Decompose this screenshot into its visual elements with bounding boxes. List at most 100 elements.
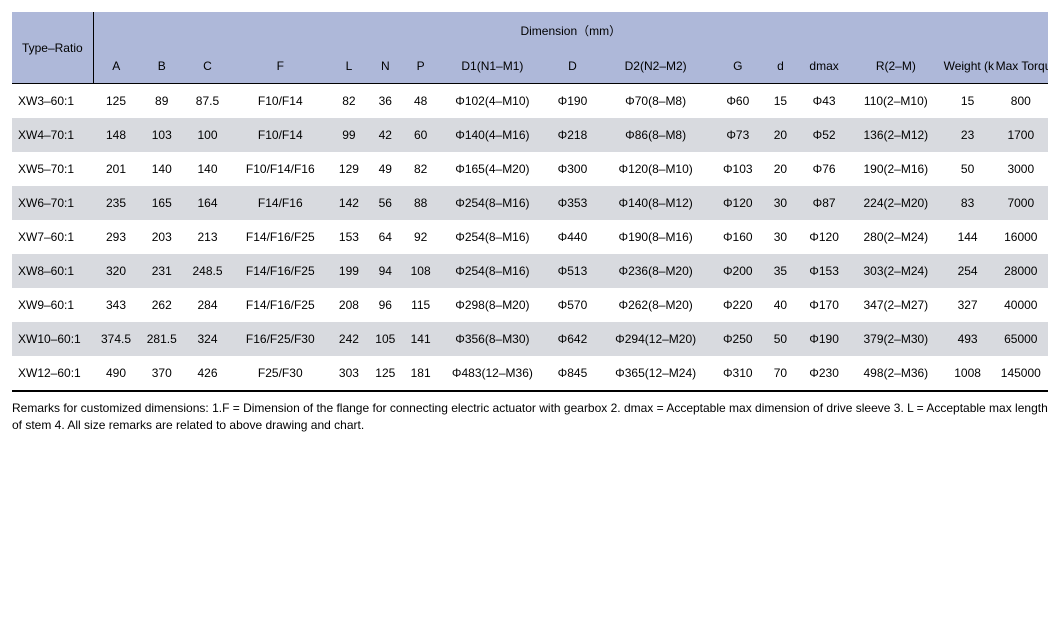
cell-d: 20 — [763, 152, 798, 186]
table-row: XW8–60:1320231248.5F14/F16/F2519994108Φ2… — [12, 254, 1048, 288]
cell-n: 96 — [368, 288, 403, 322]
cell-r: 280(2–M24) — [850, 220, 942, 254]
cell-r: 190(2–M16) — [850, 152, 942, 186]
cell-p: 115 — [403, 288, 438, 322]
cell-l: 242 — [330, 322, 367, 356]
cell-n: 42 — [368, 118, 403, 152]
cell-d: Φ845 — [546, 356, 598, 391]
header-d2: D2(N2–M2) — [598, 49, 712, 84]
cell-weight: 144 — [942, 220, 994, 254]
cell-c: 324 — [185, 322, 231, 356]
cell-a: 125 — [93, 84, 139, 119]
cell-p: 181 — [403, 356, 438, 391]
cell-d2: Φ236(8–M20) — [598, 254, 712, 288]
cell-d2: Φ120(8–M10) — [598, 152, 712, 186]
cell-d2: Φ86(8–M8) — [598, 118, 712, 152]
cell-p: 92 — [403, 220, 438, 254]
cell-n: 49 — [368, 152, 403, 186]
cell-g: Φ120 — [713, 186, 763, 220]
table-row: XW3–60:11258987.5F10/F14823648Φ102(4–M10… — [12, 84, 1048, 119]
cell-torque: 800 — [994, 84, 1048, 119]
cell-n: 125 — [368, 356, 403, 391]
cell-d: 50 — [763, 322, 798, 356]
cell-b: 140 — [139, 152, 185, 186]
cell-dmax: Φ52 — [798, 118, 850, 152]
table-row: XW12–60:1490370426F25/F30303125181Φ483(1… — [12, 356, 1048, 391]
cell-d: Φ218 — [546, 118, 598, 152]
cell-type: XW9–60:1 — [12, 288, 93, 322]
cell-d: 70 — [763, 356, 798, 391]
header-f: F — [230, 49, 330, 84]
cell-c: 87.5 — [185, 84, 231, 119]
cell-d: 15 — [763, 84, 798, 119]
cell-weight: 493 — [942, 322, 994, 356]
cell-g: Φ310 — [713, 356, 763, 391]
cell-l: 153 — [330, 220, 367, 254]
cell-type: XW7–60:1 — [12, 220, 93, 254]
cell-r: 224(2–M20) — [850, 186, 942, 220]
cell-weight: 23 — [942, 118, 994, 152]
cell-dmax: Φ76 — [798, 152, 850, 186]
cell-type: XW5–70:1 — [12, 152, 93, 186]
cell-torque: 40000 — [994, 288, 1048, 322]
header-b: B — [139, 49, 185, 84]
cell-g: Φ160 — [713, 220, 763, 254]
remarks-text: Remarks for customized dimensions: 1.F =… — [12, 400, 1048, 434]
cell-g: Φ250 — [713, 322, 763, 356]
cell-torque: 16000 — [994, 220, 1048, 254]
cell-a: 201 — [93, 152, 139, 186]
cell-c: 248.5 — [185, 254, 231, 288]
cell-d2: Φ70(8–M8) — [598, 84, 712, 119]
header-d1: D1(N1–M1) — [438, 49, 546, 84]
cell-c: 164 — [185, 186, 231, 220]
cell-l: 208 — [330, 288, 367, 322]
cell-g: Φ220 — [713, 288, 763, 322]
cell-g: Φ73 — [713, 118, 763, 152]
cell-c: 426 — [185, 356, 231, 391]
cell-g: Φ200 — [713, 254, 763, 288]
cell-l: 199 — [330, 254, 367, 288]
cell-b: 370 — [139, 356, 185, 391]
cell-n: 94 — [368, 254, 403, 288]
table-row: XW5–70:1201140140F10/F14/F161294982Φ165(… — [12, 152, 1048, 186]
cell-dmax: Φ153 — [798, 254, 850, 288]
cell-f: F14/F16/F25 — [230, 254, 330, 288]
cell-c: 100 — [185, 118, 231, 152]
cell-a: 148 — [93, 118, 139, 152]
cell-a: 293 — [93, 220, 139, 254]
cell-type: XW6–70:1 — [12, 186, 93, 220]
cell-l: 142 — [330, 186, 367, 220]
cell-r: 110(2–M10) — [850, 84, 942, 119]
table-row: XW6–70:1235165164F14/F161425688Φ254(8–M1… — [12, 186, 1048, 220]
cell-d1: Φ165(4–M20) — [438, 152, 546, 186]
cell-l: 82 — [330, 84, 367, 119]
cell-d: Φ570 — [546, 288, 598, 322]
cell-a: 490 — [93, 356, 139, 391]
cell-f: F10/F14 — [230, 84, 330, 119]
cell-weight: 254 — [942, 254, 994, 288]
cell-d: 30 — [763, 220, 798, 254]
cell-f: F25/F30 — [230, 356, 330, 391]
cell-b: 103 — [139, 118, 185, 152]
cell-d1: Φ140(4–M16) — [438, 118, 546, 152]
cell-d: 20 — [763, 118, 798, 152]
header-l: L — [330, 49, 367, 84]
dimensions-table: Type–Ratio Dimension（mm） A B C F L N P D… — [12, 12, 1048, 392]
cell-f: F10/F14 — [230, 118, 330, 152]
cell-n: 64 — [368, 220, 403, 254]
cell-d1: Φ102(4–M10) — [438, 84, 546, 119]
cell-l: 129 — [330, 152, 367, 186]
cell-type: XW10–60:1 — [12, 322, 93, 356]
cell-d1: Φ254(8–M16) — [438, 186, 546, 220]
cell-d2: Φ140(8–M12) — [598, 186, 712, 220]
cell-p: 48 — [403, 84, 438, 119]
cell-b: 89 — [139, 84, 185, 119]
cell-f: F14/F16/F25 — [230, 288, 330, 322]
cell-r: 498(2–M36) — [850, 356, 942, 391]
header-dsm: d — [763, 49, 798, 84]
cell-d2: Φ365(12–M24) — [598, 356, 712, 391]
cell-type: XW4–70:1 — [12, 118, 93, 152]
header-p: P — [403, 49, 438, 84]
cell-r: 379(2–M30) — [850, 322, 942, 356]
table-row: XW4–70:1148103100F10/F14994260Φ140(4–M16… — [12, 118, 1048, 152]
